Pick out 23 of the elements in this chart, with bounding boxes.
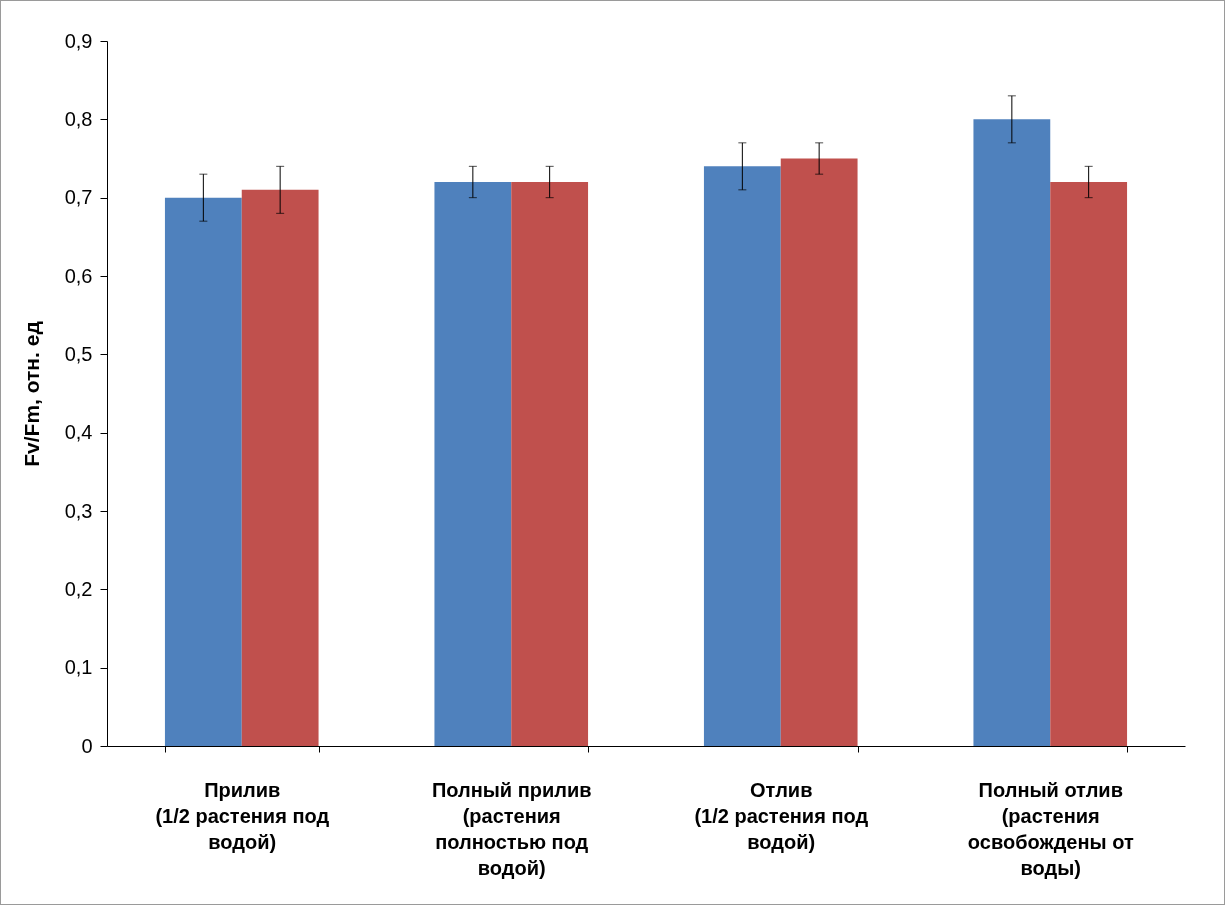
y-tick-label: 0	[81, 734, 93, 757]
y-tick-label: 0,7	[64, 186, 93, 209]
bar	[780, 158, 858, 746]
x-tick-label: Прилив (1/2 растения под водой)	[155, 778, 330, 853]
y-axis-title: Fv/Fm, отн. ед	[19, 321, 43, 467]
x-tick-label: Полный прилив (растения полностью под водой)	[431, 778, 592, 879]
y-tick-label: 0,3	[64, 499, 93, 522]
x-tick-label: Отлив (1/2 растения под водой)	[694, 778, 869, 853]
y-tick-label: 0,6	[64, 264, 93, 287]
x-tick-label: Полный отлив (растения освобождены от воды)	[967, 778, 1134, 879]
bar	[511, 182, 589, 746]
bar	[164, 197, 242, 746]
bar	[973, 119, 1051, 746]
bar	[1050, 182, 1128, 746]
y-tick-label: 0,1	[64, 656, 93, 679]
y-tick-label: 0,2	[64, 577, 93, 600]
bar	[434, 182, 512, 746]
y-tick-label: 0,9	[64, 29, 93, 52]
y-tick-label: 0,8	[64, 107, 93, 130]
bar	[703, 166, 781, 746]
y-tick-label: 0,4	[64, 421, 93, 444]
y-tick-label: 0,5	[64, 342, 93, 365]
bar	[241, 189, 319, 746]
